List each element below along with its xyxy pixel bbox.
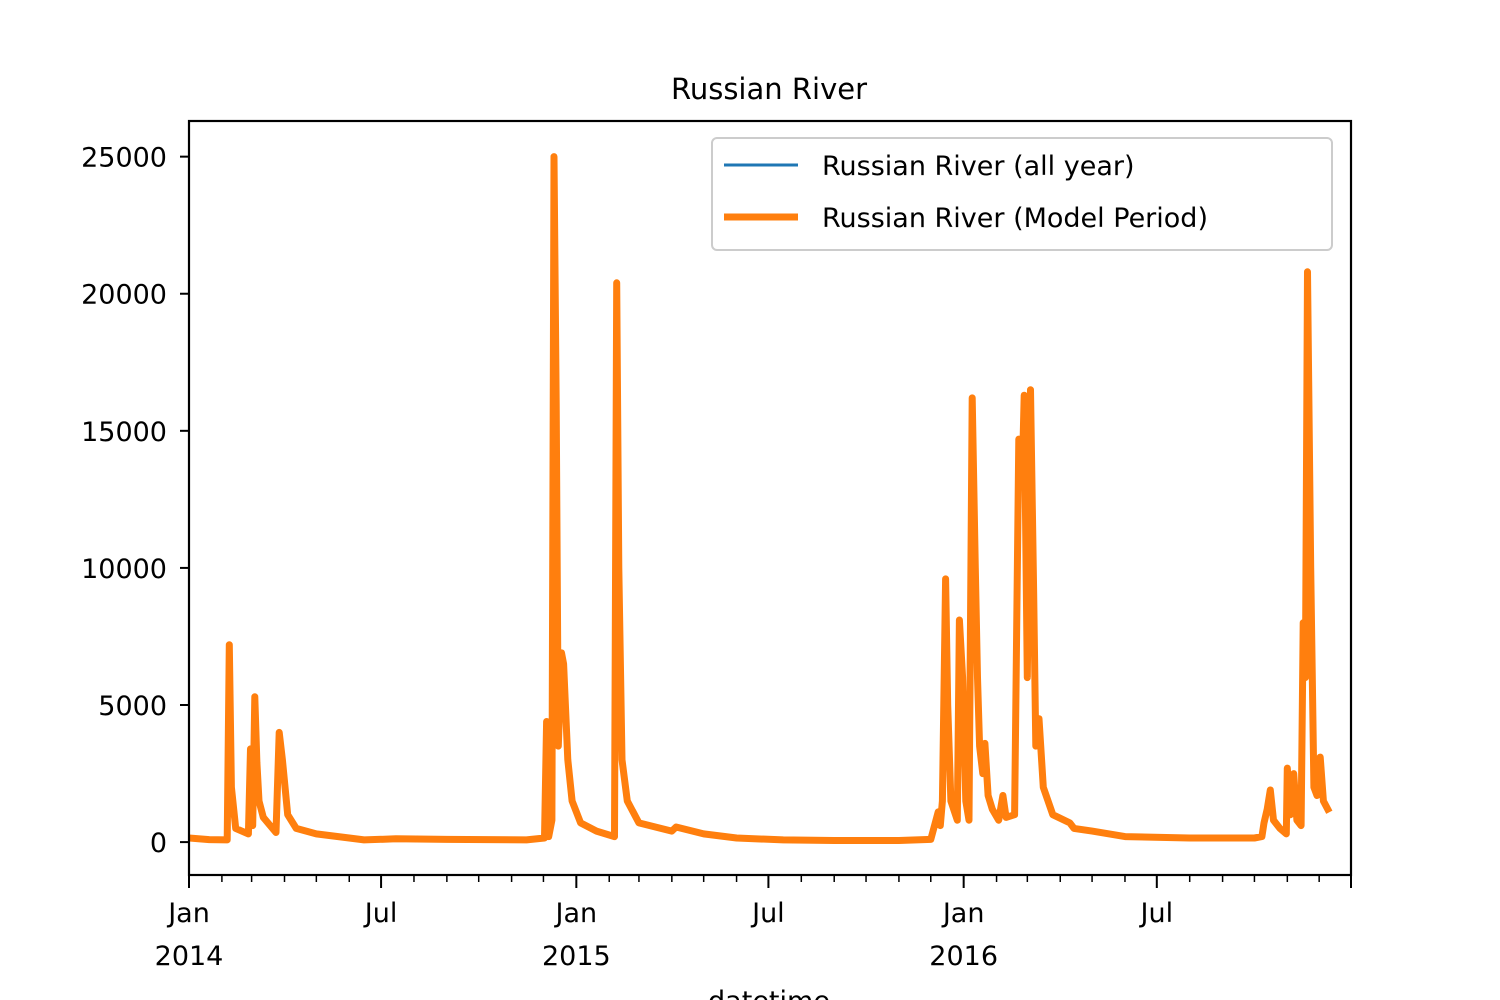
x-tick-year-label: 2016 bbox=[929, 941, 998, 972]
series-line-model-period bbox=[189, 153, 1333, 844]
y-axis: 0 5000 10000 15000 20000 25000 bbox=[81, 143, 189, 859]
chart-title: Russian River bbox=[671, 72, 867, 106]
y-tick-label: 5000 bbox=[98, 691, 167, 722]
series-layer bbox=[189, 153, 1333, 844]
x-tick-year-label: 2014 bbox=[155, 941, 224, 972]
plot-frame bbox=[187, 119, 1353, 877]
y-tick-label: 10000 bbox=[81, 554, 167, 585]
x-tick-label: Jul bbox=[363, 898, 398, 929]
legend-label-all-year: Russian River (all year) bbox=[822, 151, 1135, 182]
x-axis-label: datetime bbox=[708, 986, 830, 1000]
x-tick-year-label: 2015 bbox=[542, 941, 611, 972]
x-axis: Jan 2014 Jul Jan 2015 Jul Jan 2016 Jul bbox=[155, 875, 1352, 972]
y-tick-label: 20000 bbox=[81, 280, 167, 311]
x-tick-label: Jan bbox=[554, 898, 598, 929]
y-tick-label: 0 bbox=[150, 828, 167, 859]
x-tick-label: Jul bbox=[750, 898, 785, 929]
legend-box bbox=[711, 137, 1333, 251]
y-tick-label: 25000 bbox=[81, 143, 167, 174]
x-tick-label: Jan bbox=[166, 898, 210, 929]
legend-label-model-period: Russian River (Model Period) bbox=[822, 203, 1208, 234]
legend: Russian River (all year) Russian River (… bbox=[711, 137, 1333, 251]
x-tick-label: Jul bbox=[1139, 898, 1174, 929]
y-tick-label: 15000 bbox=[81, 417, 167, 448]
x-tick-label: Jan bbox=[941, 898, 985, 929]
